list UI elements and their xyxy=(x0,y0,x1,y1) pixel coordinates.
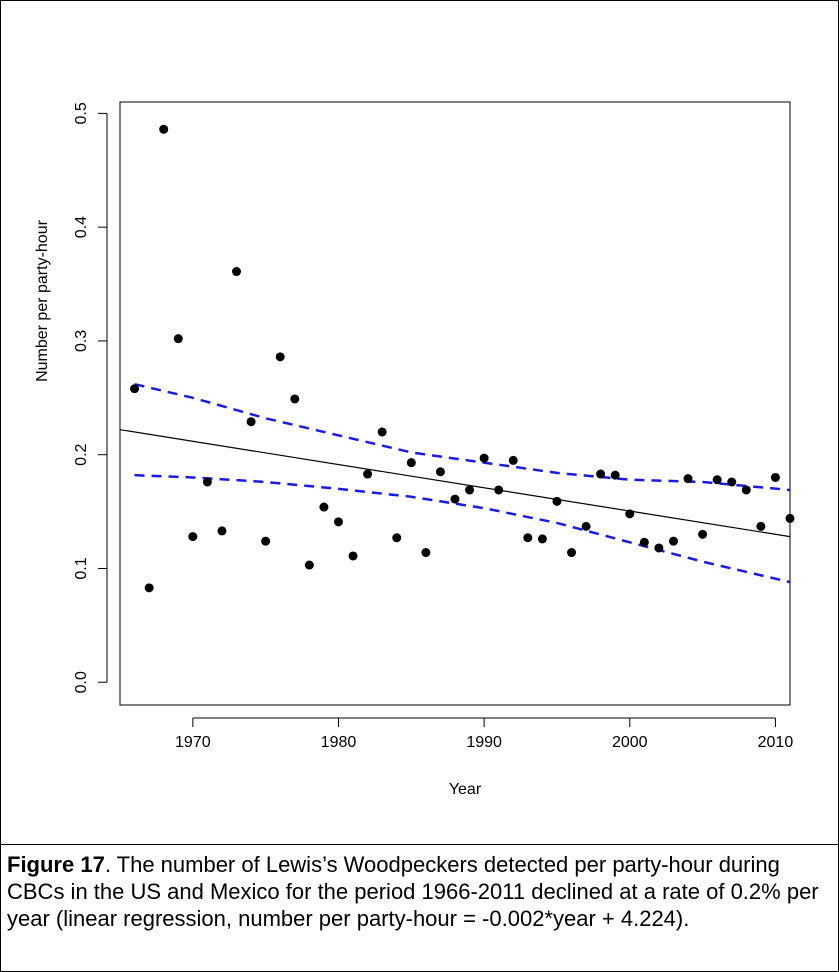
data-point xyxy=(479,453,489,463)
data-point xyxy=(683,474,693,484)
x-axis: 1970 1980 1990 2000 2010 xyxy=(175,717,794,751)
data-point xyxy=(712,475,722,485)
data-point xyxy=(435,467,445,477)
x-tick-label: 2000 xyxy=(612,734,648,751)
data-point xyxy=(144,583,154,593)
y-tick-label: 0.4 xyxy=(73,216,90,238)
data-point xyxy=(275,352,285,362)
data-point xyxy=(727,477,737,487)
x-tick-label: 1990 xyxy=(466,734,502,751)
data-point xyxy=(217,526,227,536)
upper-confidence-band xyxy=(134,382,791,492)
data-point xyxy=(770,472,780,482)
data-point xyxy=(377,427,387,437)
data-point xyxy=(450,494,460,504)
data-point xyxy=(188,532,198,542)
data-point xyxy=(785,513,795,523)
data-point xyxy=(552,496,562,506)
data-point xyxy=(319,502,329,512)
data-point xyxy=(741,485,751,495)
data-point xyxy=(654,543,664,553)
data-point xyxy=(246,417,256,427)
y-axis-label: Number per party-hour xyxy=(34,219,51,382)
data-point xyxy=(202,477,212,487)
regression-line xyxy=(119,429,791,538)
caption-text: . The number of Lewis’s Woodpeckers dete… xyxy=(7,852,819,931)
data-point xyxy=(290,394,300,404)
data-point xyxy=(668,536,678,546)
data-point xyxy=(465,485,475,495)
confidence-bands xyxy=(134,382,791,584)
data-point xyxy=(508,455,518,465)
data-point xyxy=(173,334,183,344)
regression-line-group xyxy=(119,429,791,538)
data-point xyxy=(625,509,635,519)
data-point xyxy=(639,537,649,547)
caption-divider xyxy=(1,844,838,845)
data-point xyxy=(494,485,504,495)
caption-label: Figure 17 xyxy=(7,852,105,877)
data-point xyxy=(596,469,606,479)
data-point xyxy=(537,534,547,544)
data-point xyxy=(610,470,620,480)
y-tick-label: 0.5 xyxy=(73,102,90,124)
y-tick-label: 0.0 xyxy=(73,671,90,693)
y-tick-label: 0.3 xyxy=(73,330,90,352)
lower-confidence-band xyxy=(134,473,791,584)
figure-caption: Figure 17. The number of Lewis’s Woodpec… xyxy=(7,851,827,932)
data-point xyxy=(232,267,242,277)
y-tick-label: 0.1 xyxy=(73,557,90,579)
scatter-chart: 0.00.10.20.30.40.5 1970 1980 1990 2000 2010 … xyxy=(34,101,795,798)
plot-box xyxy=(119,101,791,706)
data-point xyxy=(304,560,314,570)
data-point xyxy=(261,536,271,546)
x-tick-label: 2010 xyxy=(758,734,794,751)
data-point xyxy=(421,548,431,558)
data-point xyxy=(348,551,358,561)
data-point xyxy=(581,521,591,531)
y-axis: 0.0 0.1 0.2 0.3 0.4 0.5 xyxy=(73,102,108,693)
data-point xyxy=(406,458,416,468)
data-point xyxy=(567,548,577,558)
x-tick-label: 1980 xyxy=(321,734,357,751)
data-point xyxy=(363,469,373,479)
data-point xyxy=(392,533,402,543)
x-axis-label: Year xyxy=(449,781,482,798)
data-point xyxy=(130,384,140,394)
data-point xyxy=(523,533,533,543)
plot-area xyxy=(119,101,791,706)
data-points xyxy=(130,124,795,593)
x-tick-label: 1970 xyxy=(175,734,211,751)
data-point xyxy=(756,521,766,531)
data-point xyxy=(159,124,169,134)
y-tick-label: 0.2 xyxy=(73,443,90,465)
data-point xyxy=(333,517,343,527)
data-point xyxy=(698,529,708,539)
